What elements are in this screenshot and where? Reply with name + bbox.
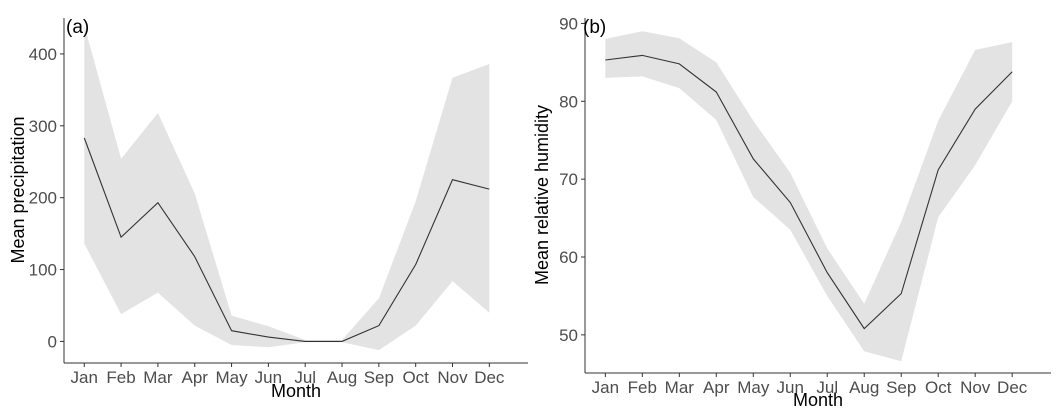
- chart-b-x-tick-label: Nov: [960, 378, 991, 397]
- chart-a-panel: 0 100 200 300 400 Jan Feb Mar Apr May Jun Jul Aug Sep…: [8, 17, 528, 401]
- chart-a-x-tick-label: Sep: [364, 368, 394, 387]
- chart-b-x-tick-label: Oct: [925, 378, 952, 397]
- chart-b-x-tick-label: Jul: [816, 378, 838, 397]
- chart-b-x-tick-label: Dec: [997, 378, 1028, 397]
- chart-a-y-tick-label: 300: [29, 117, 57, 136]
- chart-a-y-tick-label: 400: [29, 45, 57, 64]
- chart-a-series-line-0: [83, 137, 490, 342]
- chart-a-x-tick-label: Jan: [71, 368, 98, 387]
- chart-b-panel: 50 60 70 80 90 Jan Feb Mar Apr May Jun Jul Aug Sep Oct…: [532, 14, 1051, 409]
- chart-a-y-tick-label: 0: [48, 332, 57, 351]
- chart-a-x-tick-label: Dec: [474, 368, 505, 387]
- chart-a-x-tick-label: Jul: [294, 368, 316, 387]
- chart-a-x-tick-label: Apr: [181, 368, 208, 387]
- chart-a-x-tick-label: Mar: [143, 368, 173, 387]
- chart-b-y-tick-label: 70: [559, 170, 578, 189]
- chart-b-x-tick-label: Sep: [886, 378, 916, 397]
- chart-b-y-axis-title: Mean relative humidity: [532, 105, 552, 285]
- chart-a-x-tick-label: Feb: [106, 368, 135, 387]
- chart-a-x-axis-title: Month: [271, 381, 321, 401]
- chart-a-x-tick-label: Aug: [327, 368, 357, 387]
- chart-b-y-tick-label: 60: [559, 248, 578, 267]
- chart-b-y-tick-label: 50: [559, 326, 578, 345]
- chart-a-x-tick-label: Nov: [437, 368, 468, 387]
- chart-a-y-axis-title: Mean precipitation: [8, 116, 28, 263]
- chart-b-x-tick-label: Mar: [665, 378, 695, 397]
- chart-b-x-tick-label: Jun: [777, 378, 804, 397]
- chart-b-ribbon: [605, 31, 1013, 362]
- chart-a-ribbon: [84, 25, 490, 351]
- chart-b-x-tick-label: Jan: [592, 378, 619, 397]
- chart-b-x-tick-label: Aug: [849, 378, 879, 397]
- chart-b-x-tick-label: May: [737, 378, 770, 397]
- chart-b-x-tick-label: Feb: [628, 378, 657, 397]
- chart-a-panel-label: (a): [66, 17, 89, 38]
- chart-a-x-tick-label: Jun: [255, 368, 282, 387]
- chart-b-y-tick-label: 80: [559, 92, 578, 111]
- chart-b-panel-label: (b): [583, 17, 606, 38]
- chart-b-y-tick-label: 90: [559, 14, 578, 33]
- chart-b-x-tick-label: Apr: [703, 378, 730, 397]
- chart-b-x-axis-title: Month: [793, 390, 843, 409]
- chart-a-x-tick-label: May: [215, 368, 248, 387]
- chart-b-series-line-0: [605, 54, 1013, 330]
- chart-a-y-tick-label: 100: [29, 261, 57, 280]
- chart-a-y-tick-label: 200: [29, 189, 57, 208]
- chart-a-x-tick-label: Oct: [402, 368, 429, 387]
